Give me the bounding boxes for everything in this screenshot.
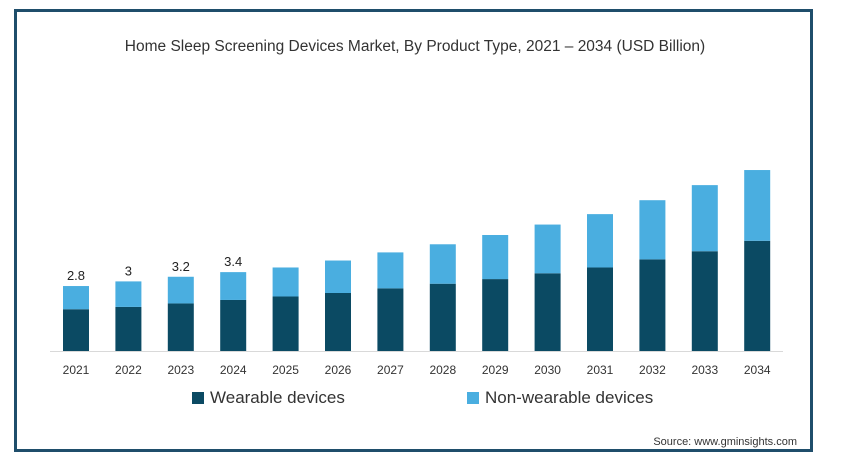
bar-wearable-2024 (220, 299, 247, 351)
x-tick-label-2026: 2026 (325, 363, 352, 377)
total-label-2024: 3.4 (224, 254, 242, 269)
bar-wearable-2028 (429, 283, 456, 351)
bar-wearable-2034 (744, 240, 771, 351)
bar-non-wearable-2022 (115, 281, 142, 307)
total-label-2021: 2.8 (67, 268, 85, 283)
bar-wearable-2025 (272, 296, 299, 351)
x-tick-label-2033: 2033 (691, 363, 718, 377)
bar-non-wearable-2027 (377, 252, 404, 289)
x-tick-label-2031: 2031 (587, 363, 614, 377)
legend-swatch-non-wearable (467, 392, 479, 404)
bar-non-wearable-2034 (744, 170, 771, 241)
bar-wearable-2031 (587, 267, 613, 351)
bar-wearable-2029 (482, 279, 509, 351)
bar-non-wearable-2024 (220, 272, 247, 300)
x-tick-label-2027: 2027 (377, 363, 404, 377)
bar-wearable-2027 (377, 288, 404, 351)
chart-frame (14, 9, 813, 452)
legend-label-non-wearable: Non-wearable devices (485, 388, 654, 407)
bar-wearable-2023 (167, 303, 194, 351)
total-label-2023: 3.2 (172, 259, 190, 274)
x-tick-label-2021: 2021 (63, 363, 90, 377)
bar-non-wearable-2033 (691, 185, 718, 252)
bar-non-wearable-2029 (482, 235, 509, 280)
x-tick-label-2030: 2030 (534, 363, 561, 377)
legend-item-wearable: Wearable devices (192, 388, 345, 408)
bar-wearable-2030 (534, 273, 561, 351)
x-tick-label-2023: 2023 (167, 363, 194, 377)
bar-wearable-2026 (325, 293, 351, 351)
bar-non-wearable-2021 (63, 286, 89, 310)
chart-title: Home Sleep Screening Devices Market, By … (124, 38, 706, 55)
bar-non-wearable-2028 (429, 244, 456, 284)
total-label-2022: 3 (125, 263, 132, 278)
bar-wearable-2032 (639, 259, 666, 351)
bar-non-wearable-2026 (325, 260, 351, 293)
x-tick-label-2022: 2022 (115, 363, 142, 377)
x-tick-label-2029: 2029 (482, 363, 509, 377)
bar-non-wearable-2032 (639, 200, 666, 260)
x-tick-label-2034: 2034 (744, 363, 771, 377)
legend-label-wearable: Wearable devices (210, 388, 345, 407)
x-tick-label-2028: 2028 (429, 363, 456, 377)
x-tick-label-2032: 2032 (639, 363, 666, 377)
bar-non-wearable-2023 (167, 276, 194, 304)
bar-non-wearable-2030 (534, 224, 561, 274)
chart-legend: Wearable devices Non-wearable devices (0, 388, 847, 414)
bar-wearable-2022 (115, 306, 142, 351)
bar-wearable-2021 (63, 309, 89, 351)
bar-non-wearable-2031 (587, 214, 613, 268)
source-note: Source: www.gminsights.com (653, 436, 797, 448)
legend-item-non-wearable: Non-wearable devices (467, 388, 653, 408)
bar-wearable-2033 (691, 251, 718, 351)
x-tick-label-2024: 2024 (220, 363, 247, 377)
bar-non-wearable-2025 (272, 267, 299, 297)
x-tick-label-2025: 2025 (272, 363, 299, 377)
legend-swatch-wearable (192, 392, 204, 404)
